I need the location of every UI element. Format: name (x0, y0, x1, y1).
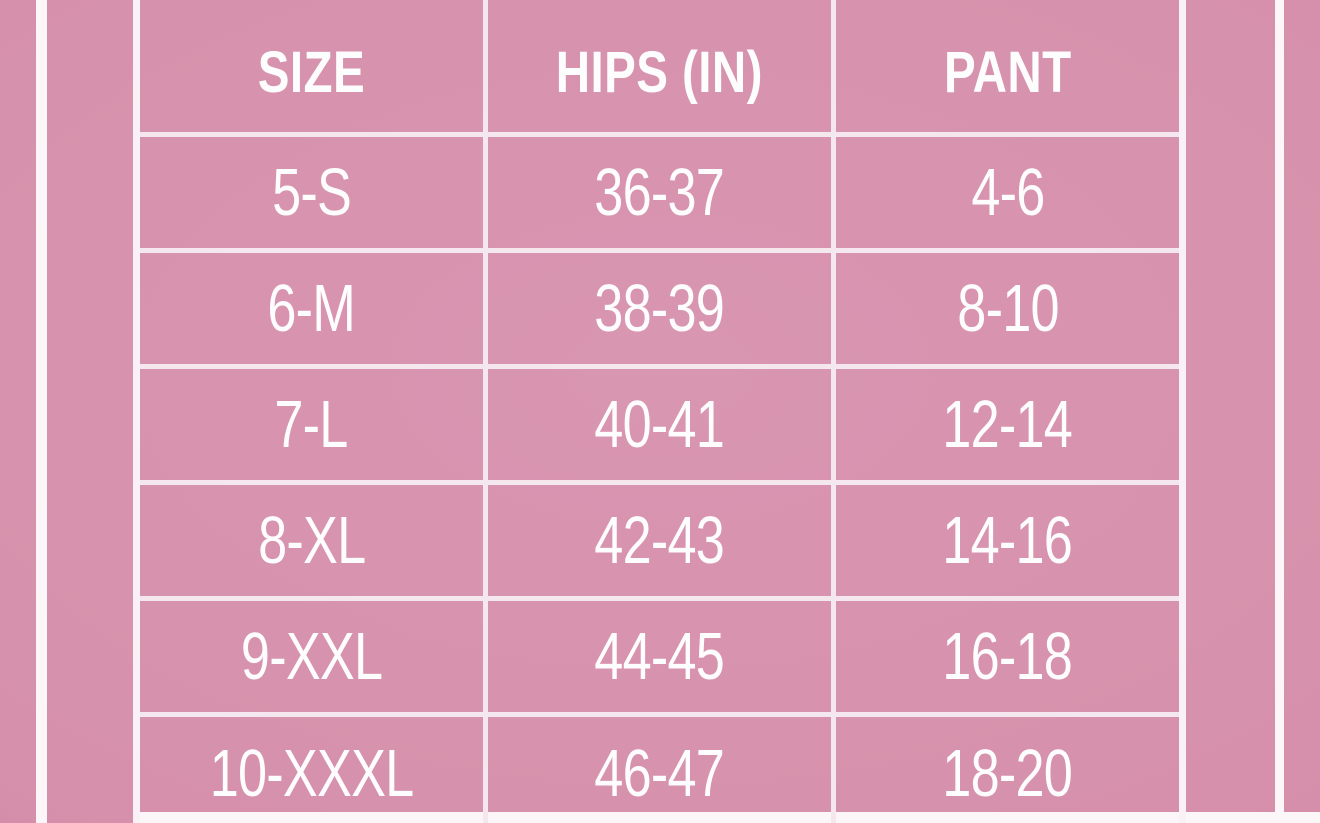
size-cell: 5-S (133, 132, 488, 253)
pant-value: 12-14 (942, 387, 1074, 462)
size-value: 6-M (267, 271, 356, 346)
hips-cell: 46-47 (482, 712, 837, 823)
pant-value: 14-16 (942, 503, 1074, 578)
column-header-hips: HIPS (IN) (482, 0, 837, 137)
pant-value: 18-20 (942, 736, 1074, 812)
left-frame-line (36, 0, 47, 823)
size-value: 5-S (271, 155, 352, 230)
size-chart-table: SIZE HIPS (IN) PANT 5-S 36-37 4-6 6-M 38… (133, 0, 1186, 823)
table-row: 6-M 38-39 8-10 (133, 248, 1186, 369)
hips-cell: 36-37 (482, 132, 837, 253)
header-row: SIZE HIPS (IN) PANT (133, 0, 1186, 137)
column-header-hips-label: HIPS (IN) (555, 40, 764, 105)
hips-cell: 40-41 (482, 364, 837, 485)
column-header-pant-label: PANT (943, 40, 1072, 105)
size-cell: 6-M (133, 248, 488, 369)
column-header-pant: PANT (831, 0, 1186, 137)
column-header-size: SIZE (133, 0, 488, 137)
size-value: 10-XXXL (209, 736, 414, 812)
size-cell: 7-L (133, 364, 488, 485)
hips-value: 36-37 (594, 155, 726, 230)
table-body: 5-S 36-37 4-6 6-M 38-39 8-10 7-L 40-41 1… (133, 132, 1186, 823)
table-row: 9-XXL 44-45 16-18 (133, 596, 1186, 717)
hips-cell: 42-43 (482, 480, 837, 601)
pant-cell: 12-14 (831, 364, 1186, 485)
hips-cell: 38-39 (482, 248, 837, 369)
hips-value: 42-43 (594, 503, 726, 578)
pant-cell: 8-10 (831, 248, 1186, 369)
size-value: 9-XXL (240, 619, 383, 694)
hips-value: 38-39 (594, 271, 726, 346)
size-cell: 10-XXXL (133, 712, 488, 823)
pant-value: 4-6 (971, 155, 1045, 230)
pant-cell: 16-18 (831, 596, 1186, 717)
pant-value: 16-18 (942, 619, 1074, 694)
size-cell: 9-XXL (133, 596, 488, 717)
hips-value: 46-47 (594, 736, 726, 812)
table-row: 10-XXXL 46-47 18-20 (133, 712, 1186, 823)
table-row: 5-S 36-37 4-6 (133, 132, 1186, 253)
size-value: 7-L (274, 387, 349, 462)
size-value: 8-XL (257, 503, 366, 578)
pant-value: 8-10 (956, 271, 1059, 346)
hips-cell: 44-45 (482, 596, 837, 717)
hips-value: 44-45 (594, 619, 726, 694)
size-cell: 8-XL (133, 480, 488, 601)
pant-cell: 18-20 (831, 712, 1186, 823)
table-row: 7-L 40-41 12-14 (133, 364, 1186, 485)
hips-value: 40-41 (594, 387, 726, 462)
column-header-size-label: SIZE (257, 40, 365, 105)
table-row: 8-XL 42-43 14-16 (133, 480, 1186, 601)
table-header: SIZE HIPS (IN) PANT (133, 0, 1186, 137)
pant-cell: 14-16 (831, 480, 1186, 601)
right-frame-line (1275, 0, 1284, 823)
pant-cell: 4-6 (831, 132, 1186, 253)
